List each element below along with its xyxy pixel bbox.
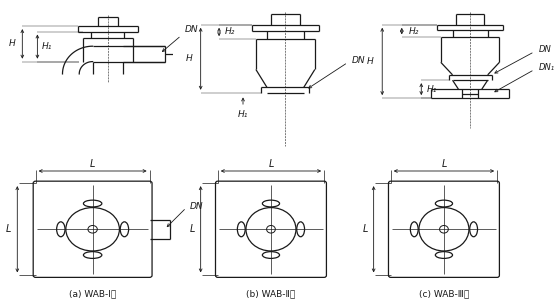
Text: L: L: [362, 224, 368, 234]
Text: L: L: [268, 159, 273, 168]
Text: L: L: [441, 159, 446, 168]
Text: L: L: [189, 224, 195, 234]
Text: H: H: [185, 54, 192, 63]
Text: (a) WAB-Ⅰ型: (a) WAB-Ⅰ型: [69, 289, 116, 298]
Text: DN: DN: [538, 45, 551, 54]
Text: H₁: H₁: [427, 85, 437, 94]
Text: DN: DN: [352, 56, 365, 65]
Text: L: L: [90, 159, 95, 168]
Text: L: L: [6, 224, 11, 234]
Text: H₁: H₁: [238, 110, 248, 119]
Text: (b) WAB-Ⅱ型: (b) WAB-Ⅱ型: [246, 289, 296, 298]
Text: H₂: H₂: [408, 26, 418, 36]
Text: H₁: H₁: [42, 42, 52, 51]
Text: H₂: H₂: [225, 27, 235, 36]
Text: DN₁: DN₁: [538, 63, 555, 72]
Text: (c) WAB-Ⅲ型: (c) WAB-Ⅲ型: [419, 289, 469, 298]
Text: H: H: [367, 57, 374, 66]
Text: H: H: [9, 39, 16, 48]
Text: DN: DN: [185, 25, 198, 34]
Text: DN: DN: [190, 202, 203, 211]
